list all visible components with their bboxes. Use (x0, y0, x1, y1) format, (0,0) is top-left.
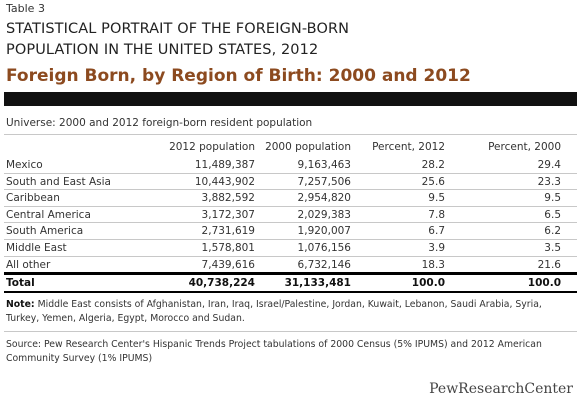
region-label: Caribbean (6, 192, 60, 205)
note-divider (4, 331, 577, 332)
main-title: Foreign Born, by Region of Birth: 2000 a… (6, 66, 471, 86)
table-cell: 2,731,619 (201, 225, 255, 238)
universe-note: Universe: 2000 and 2012 foreign-born res… (6, 117, 313, 129)
table-cell: 7,257,506 (297, 175, 351, 188)
region-label: Mexico (6, 159, 43, 171)
table-cell: 9.5 (428, 192, 445, 205)
table-cell: 3,172,307 (201, 208, 255, 221)
table-cell: 10,443,902 (194, 175, 255, 188)
table-cell: 1,920,007 (297, 225, 351, 238)
table-row: Central America 3,172,307 2,029,383 7.8 6.5 (4, 207, 577, 224)
table-cell: 6,732,146 (297, 258, 351, 271)
table-cell: 21.6 (537, 258, 561, 271)
table-cell: 3.5 (544, 241, 561, 254)
table-cell: 29.4 (537, 159, 561, 171)
universe-divider (4, 134, 577, 135)
table-row: Mexico 11,489,387 9,163,463 28.2 29.4 (4, 157, 577, 174)
table-row: All other 7,439,616 6,732,146 18.3 21.6 (4, 257, 577, 275)
table-cell: 3.9 (428, 241, 445, 254)
table-cell: 6.7 (428, 225, 445, 238)
data-table: 2012 population 2000 population Percent,… (4, 139, 577, 291)
supertitle: STATISTICAL PORTRAIT OF THE FOREIGN-BORN… (6, 19, 349, 61)
note-text: Middle East consists of Afghanistan, Ira… (6, 299, 542, 324)
total-cell: 31,133,481 (284, 276, 351, 289)
region-label: Central America (6, 208, 91, 221)
note: Note: Middle East consists of Afghanista… (6, 298, 572, 326)
table-header-row: 2012 population 2000 population Percent,… (4, 139, 577, 157)
source-note: Source: Pew Research Center's Hispanic T… (6, 339, 542, 364)
total-cell: 100.0 (411, 276, 445, 289)
column-header: 2000 population (265, 141, 351, 153)
total-cell: 40,738,224 (188, 276, 255, 289)
table-row: Middle East 1,578,801 1,076,156 3.9 3.5 (4, 240, 577, 257)
column-header: 2012 population (169, 141, 255, 153)
table-bottom-rule (4, 291, 577, 293)
column-header: Percent, 2012 (372, 141, 445, 153)
table-cell: 25.6 (421, 175, 445, 188)
supertitle-line-2: POPULATION IN THE UNITED STATES, 2012 (6, 42, 319, 58)
table-cell: 1,578,801 (201, 241, 255, 254)
total-cell: 100.0 (527, 276, 561, 289)
table-cell: 2,954,820 (297, 192, 351, 205)
supertitle-line-1: STATISTICAL PORTRAIT OF THE FOREIGN-BORN (6, 21, 350, 37)
table-row: Caribbean 3,882,592 2,954,820 9.5 9.5 (4, 190, 577, 207)
table-cell: 18.3 (421, 258, 445, 271)
table-row: South America 2,731,619 1,920,007 6.7 6.2 (4, 223, 577, 240)
table-cell: 11,489,387 (194, 159, 255, 171)
table-cell: 7,439,616 (201, 258, 255, 271)
region-label: South America (6, 225, 84, 238)
table-label: Table 3 (6, 2, 45, 15)
table-cell: 9.5 (544, 192, 561, 205)
pew-research-logo: PewResearchCenter (429, 381, 573, 397)
table-row: South and East Asia 10,443,902 7,257,506 25… (4, 174, 577, 191)
table-cell: 2,029,383 (297, 208, 351, 221)
title-bar (4, 92, 577, 106)
table-cell: 23.3 (537, 175, 561, 188)
region-label: Middle East (6, 241, 67, 254)
table-body: Mexico 11,489,387 9,163,463 28.2 29.4 South a… (4, 157, 577, 275)
table-cell: 6.2 (544, 225, 561, 238)
table-cell: 9,163,463 (297, 159, 351, 171)
table-cell: 28.2 (421, 159, 445, 171)
table-cell: 3,882,592 (201, 192, 255, 205)
table-cell: 7.8 (428, 208, 445, 221)
total-label: Total (6, 276, 35, 289)
region-label: All other (6, 258, 51, 271)
column-header: Percent, 2000 (488, 141, 561, 153)
region-label: South and East Asia (6, 175, 111, 188)
table-cell: 6.5 (544, 208, 561, 221)
table-cell: 1,076,156 (297, 241, 351, 254)
table-total-row: Total 40,738,224 31,133,481 100.0 100.0 (4, 275, 577, 291)
note-label: Note: (6, 299, 35, 310)
